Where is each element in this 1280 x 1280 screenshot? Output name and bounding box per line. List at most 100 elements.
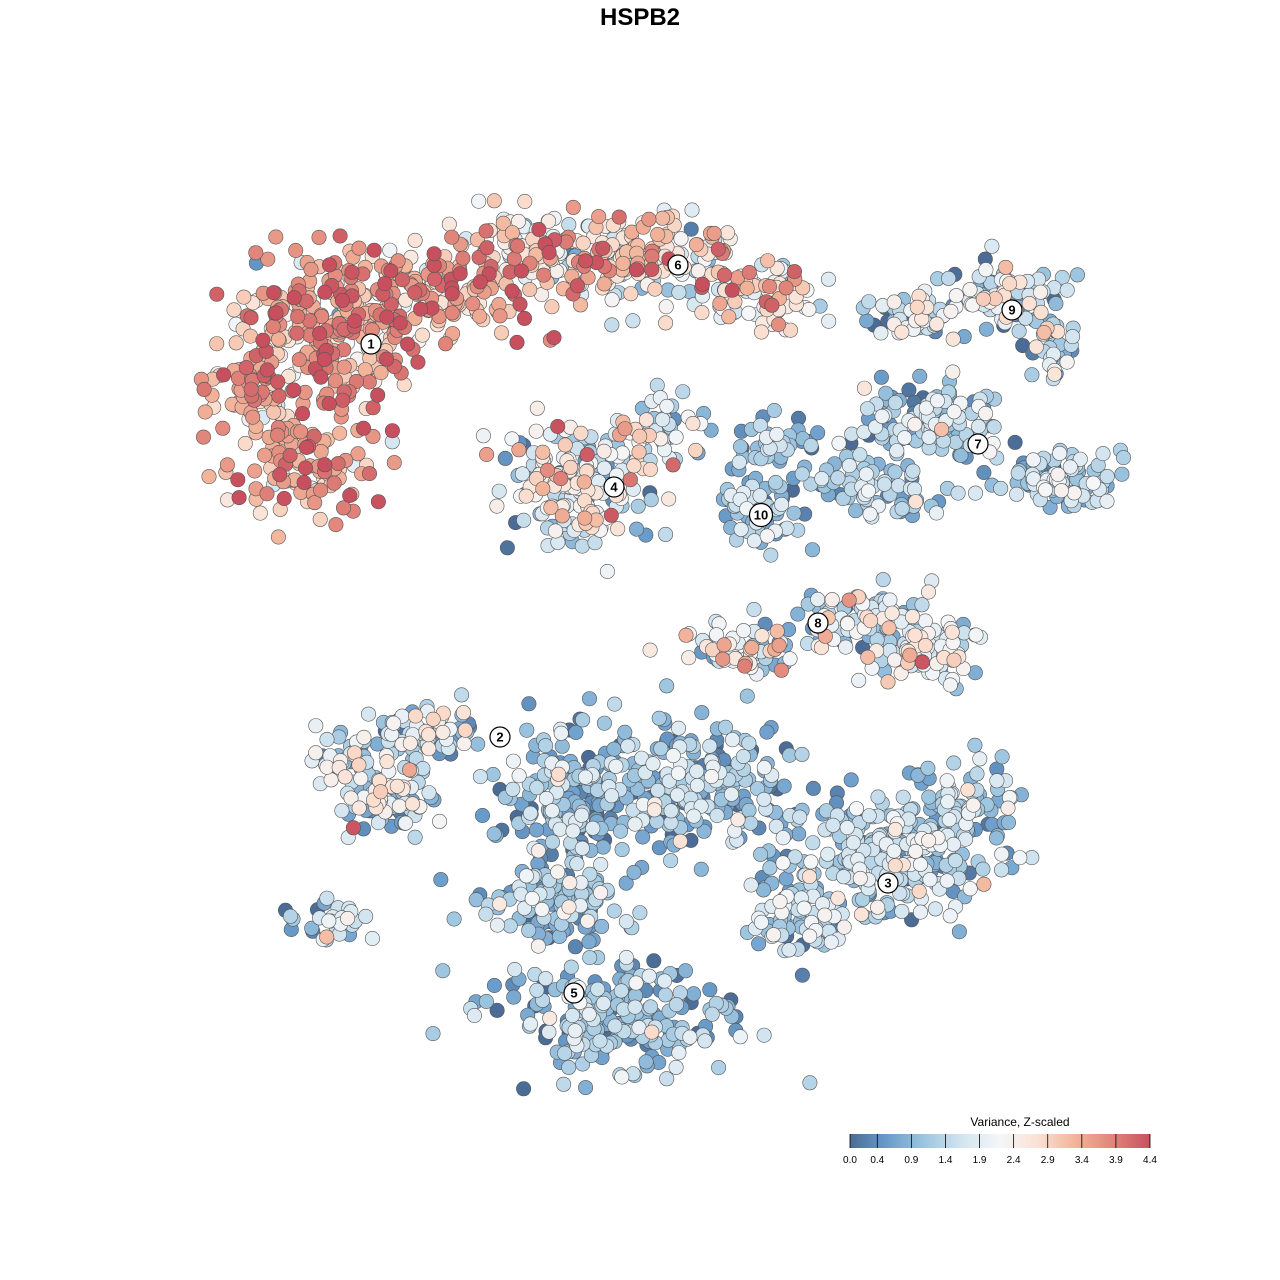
data-point-cluster-9 [962,282,978,298]
data-point-cluster-1 [297,460,313,476]
data-point-cluster-1 [513,263,529,279]
data-point-cluster-1 [226,302,242,318]
data-point-cluster-5 [541,1024,557,1040]
data-point-cluster-7 [1010,465,1026,481]
data-point-cluster-5 [645,756,661,772]
data-point-cluster-5 [538,971,554,987]
data-point-cluster-5 [671,1045,687,1061]
data-point-cluster-7 [912,368,928,384]
chart-title: HSPB2 [599,4,681,31]
data-point-cluster-5 [669,787,685,803]
data-point-cluster-3 [781,942,797,958]
data-point-cluster-5 [530,938,546,954]
data-point-cluster-1 [407,285,423,301]
colorbar-gradient [850,1134,1150,1148]
data-point-cluster-7 [1085,475,1101,491]
data-point-cluster-3 [830,890,846,906]
data-point-cluster-5 [689,763,705,779]
data-point-cluster-8 [838,639,854,655]
data-point-cluster-1 [394,272,410,288]
cluster-label-badge [748,502,774,528]
data-point-cluster-4 [665,457,681,473]
data-point-cluster-3 [768,818,784,834]
data-point-cluster-4 [655,412,671,428]
data-point-cluster-1 [384,423,400,439]
data-point-cluster-1 [270,374,286,390]
data-point-cluster-5 [627,816,643,832]
cluster-label-9: 9 [1001,299,1023,321]
data-point-cluster-5 [612,823,628,839]
data-point-cluster-8 [642,642,658,658]
data-point-cluster-9 [909,299,925,315]
data-point-cluster-8 [744,640,760,656]
data-point-cluster-1 [327,373,343,389]
data-point-cluster-5 [618,914,634,930]
data-point-cluster-8 [880,674,896,690]
data-point-cluster-9 [975,291,991,307]
data-point-cluster-9 [1021,295,1037,311]
data-point-cluster-3 [946,755,962,771]
data-point-cluster-9 [984,238,1000,254]
data-point-cluster-2 [319,731,335,747]
data-point-cluster-5 [489,917,505,933]
data-point-cluster-7 [970,418,986,434]
data-point-cluster-8 [708,627,724,643]
data-point-cluster-5 [657,987,673,1003]
data-point-cluster-2 [421,785,437,801]
data-point-cluster-5 [641,968,657,984]
data-point-cluster-1 [386,455,402,471]
colorbar-tick-label: 4.4 [1143,1155,1157,1166]
data-point-cluster-8 [887,652,903,668]
data-point-cluster-2 [456,736,472,752]
data-point-cluster-5 [670,765,686,781]
data-point-cluster-7 [860,483,876,499]
data-point-cluster-2 [402,762,418,778]
data-point-cluster-2 [356,729,372,745]
data-point-cluster-4 [632,428,648,444]
data-point-cluster-5 [544,803,560,819]
data-point-cluster-7 [830,470,846,486]
data-point-cluster-8 [824,592,840,608]
data-point-cluster-5 [735,748,751,764]
data-point-cluster-1 [326,475,342,491]
data-point-cluster-9 [1036,324,1052,340]
data-point-cluster-3 [945,836,961,852]
data-point-cluster-5 [704,1006,720,1022]
data-point-cluster-1 [238,360,254,376]
cluster-label-badge [967,433,989,455]
data-point-cluster-4 [489,498,505,514]
data-point-cluster-5 [590,981,606,997]
data-point-cluster-1 [270,427,286,443]
data-point-cluster-3 [941,812,957,828]
data-point-cluster-5 [651,710,667,726]
data-point-cluster-1 [313,369,329,385]
data-point-cluster-1 [370,387,386,403]
data-point-cluster-3 [922,872,938,888]
data-point-cluster-1 [355,420,371,436]
data-point-cluster-5 [704,768,720,784]
data-point-cluster-7 [876,476,892,492]
data-point-cluster-9 [886,294,902,310]
data-point-cluster-6 [644,248,660,264]
data-point-cluster-1 [312,511,328,527]
data-point-cluster-6 [522,282,538,298]
data-point-cluster-4 [528,423,544,439]
cluster-label-2: 2 [489,726,511,748]
data-point-cluster-5 [702,738,718,754]
data-point-cluster-5 [593,856,609,872]
data-point-cluster-5 [646,953,662,969]
data-point-cluster-1 [288,243,304,259]
data-point-cluster-3 [772,894,788,910]
data-point-cluster-1 [259,486,275,502]
data-point-cluster-1 [237,435,253,451]
data-point-cluster-8 [773,662,789,678]
data-point-cluster-1 [231,490,247,506]
data-point-cluster-1 [465,296,481,312]
data-point-cluster-7 [945,364,961,380]
data-point-cluster-5 [686,986,702,1002]
data-point-cluster-5 [620,738,636,754]
data-point-cluster-3 [965,797,981,813]
data-point-cluster-5 [554,738,570,754]
data-point-cluster-6 [541,245,557,261]
data-point-cluster-9 [1070,267,1086,283]
